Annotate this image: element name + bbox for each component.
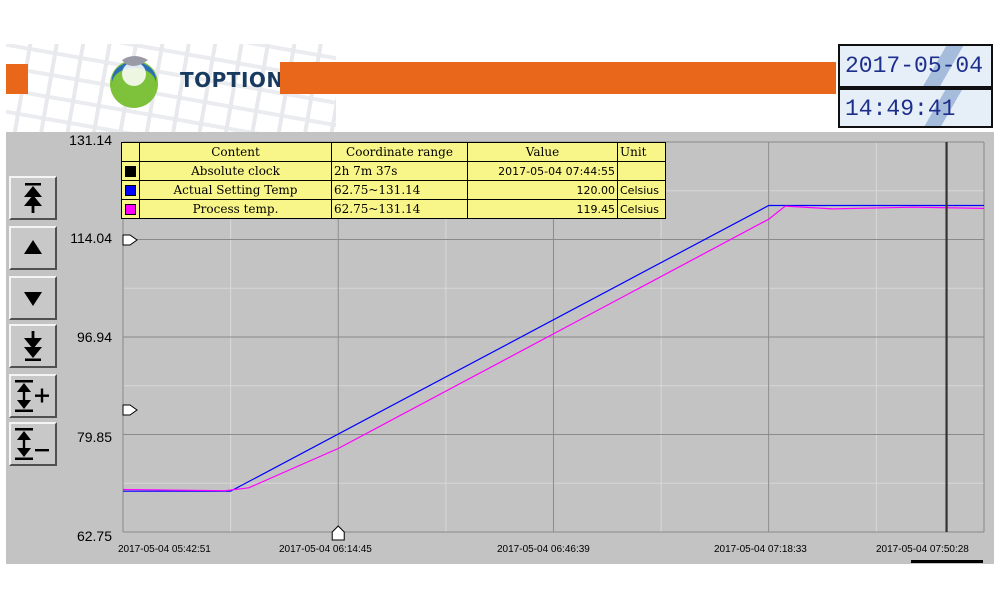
legend-header-unit: Unit — [617, 142, 666, 162]
header-bar: TOPTION 2017-05-04 14:49:41 — [6, 44, 994, 132]
time-text: 14:49:41 — [845, 96, 956, 122]
expand-range-plus-icon — [15, 380, 49, 412]
header-orange-block — [6, 64, 28, 94]
scroll-bottom-button[interactable] — [9, 324, 57, 368]
trend-chart[interactable] — [6, 44, 994, 564]
legend-range: 62.75~131.14 — [331, 199, 468, 219]
time-marker-icon[interactable] — [331, 525, 345, 541]
legend-header-content: Content — [139, 142, 332, 162]
legend-value: 119.45 — [467, 199, 618, 219]
legend-row[interactable]: Actual Setting Temp 62.75~131.14 120.00 … — [121, 180, 666, 200]
zoom-out-button[interactable] — [9, 422, 57, 466]
brand-name: TOPTION — [180, 68, 284, 92]
legend-content: Actual Setting Temp — [139, 180, 332, 200]
double-down-arrow-icon — [24, 331, 42, 361]
y-tick-label: 114.04 — [70, 230, 112, 246]
bottom-edge-mark — [911, 560, 983, 563]
legend-range: 2h 7m 37s — [331, 161, 468, 181]
time-display: 14:49:41 — [838, 88, 993, 128]
legend-header-range: Coordinate range — [331, 142, 468, 162]
lower-limit-marker-icon[interactable] — [122, 404, 138, 416]
double-up-arrow-icon — [24, 183, 42, 213]
legend-unit — [617, 161, 666, 181]
shrink-range-minus-icon — [15, 428, 49, 460]
legend-range: 62.75~131.14 — [331, 180, 468, 200]
legend-swatch — [125, 204, 136, 215]
y-tick-label: 131.14 — [69, 132, 112, 148]
scroll-down-button[interactable] — [9, 276, 57, 320]
x-tick-label: 2017-05-04 07:18:33 — [714, 544, 807, 555]
date-display: 2017-05-04 — [838, 44, 993, 88]
date-text: 2017-05-04 — [845, 53, 984, 79]
header-orange-bar — [280, 62, 836, 94]
x-tick-label: 2017-05-04 06:14:45 — [279, 544, 372, 555]
x-tick-label: 2017-05-04 07:50:28 — [876, 544, 969, 555]
legend-swatch — [125, 185, 136, 196]
y-tick-label: 79.85 — [76, 429, 112, 445]
legend-row[interactable]: Process temp. 62.75~131.14 119.45 Celsiu… — [121, 199, 666, 219]
legend-swatch — [125, 166, 136, 177]
scroll-up-button[interactable] — [9, 226, 57, 270]
x-tick-label: 2017-05-04 05:42:51 — [118, 544, 211, 555]
x-tick-label: 2017-05-04 06:46:39 — [497, 544, 590, 555]
series-line — [123, 204, 984, 492]
down-arrow-icon — [24, 292, 42, 306]
legend-value: 2017-05-04 07:44:55 — [467, 161, 618, 181]
legend-header-value: Value — [467, 142, 618, 162]
legend-unit: Celsius — [617, 199, 666, 219]
toption-logo-icon — [110, 56, 158, 108]
legend-unit: Celsius — [617, 180, 666, 200]
legend-content: Absolute clock — [139, 161, 332, 181]
legend-header-row: Content Coordinate range Value Unit — [121, 142, 666, 162]
series-line — [122, 205, 985, 492]
y-tick-label: 62.75 — [76, 528, 112, 544]
zoom-in-button[interactable] — [9, 374, 57, 418]
legend-row[interactable]: Absolute clock 2h 7m 37s 2017-05-04 07:4… — [121, 161, 666, 181]
trend-screen: TOPTION 2017-05-04 14:49:41 — [6, 44, 994, 564]
legend-value: 120.00 — [467, 180, 618, 200]
upper-limit-marker-icon[interactable] — [122, 234, 138, 246]
scroll-top-button[interactable] — [9, 176, 57, 220]
legend-table: Content Coordinate range Value Unit Abso… — [121, 142, 666, 219]
up-arrow-icon — [24, 240, 42, 254]
legend-content: Process temp. — [139, 199, 332, 219]
y-tick-label: 96.94 — [76, 329, 112, 345]
